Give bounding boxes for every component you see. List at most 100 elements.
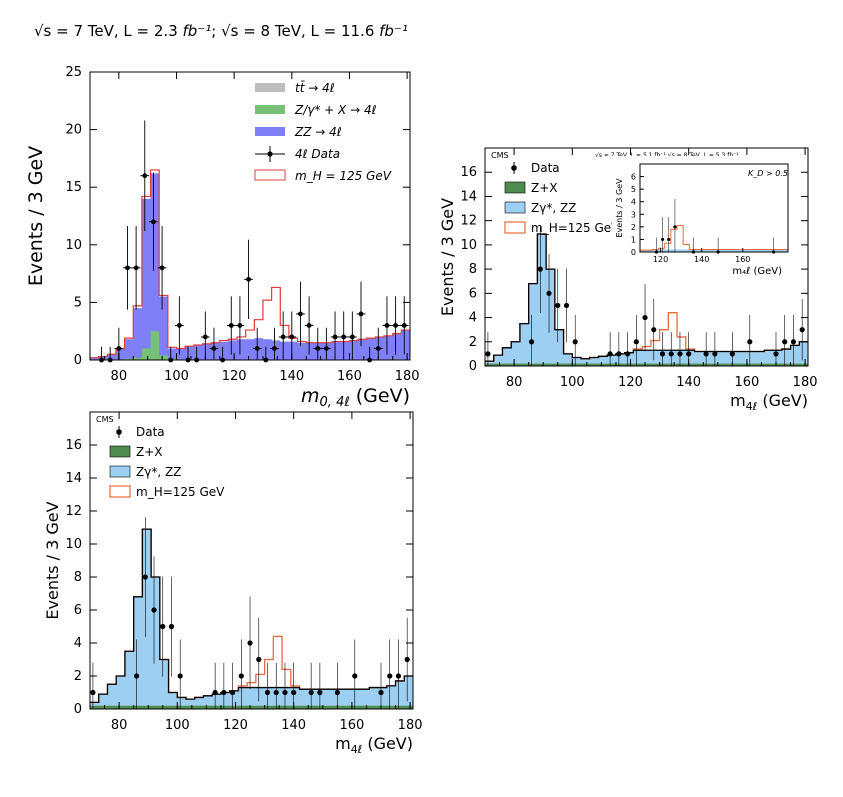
top-left-data-point (237, 323, 243, 328)
top-left-y-axis-label: Events / 3 GeV (25, 146, 47, 286)
inset-frame (639, 163, 789, 253)
bottom-left-y-tick-label: 4 (74, 636, 82, 651)
top-left-data-point (323, 346, 329, 351)
top-right-zz-outline (485, 233, 808, 362)
inset-data-point (667, 237, 671, 242)
top-right-y-axis-label: Events / 3 GeV (438, 198, 457, 316)
top-left-data-point (246, 276, 251, 282)
top-right-data-point (642, 314, 648, 321)
bottom-left-data-point (142, 574, 148, 580)
top-left-data-point (151, 219, 156, 225)
run-7tev: = 7 TeV, L = 2.3 (51, 22, 183, 40)
bottom-left-legend-signal-swatch (109, 485, 131, 498)
top-left-data-point (332, 334, 338, 340)
top-left-signal-histogram (90, 169, 410, 359)
top-right-zx-histogram (485, 363, 808, 366)
top-left-data-point (289, 334, 295, 340)
top-left-x-tick-label: 80 (111, 369, 128, 384)
top-right-data-point (790, 339, 797, 345)
bottom-left-x-tick-label: 120 (223, 718, 248, 733)
top-right-data-point (677, 351, 683, 357)
top-left-data-point (401, 323, 407, 328)
bottom-left-data-point (404, 656, 410, 663)
sqrt-s-8: √s (221, 22, 239, 40)
bottom-left-data-point (387, 673, 393, 679)
top-left-legend-ttbar-swatch (255, 83, 285, 92)
top-right-data-point (546, 290, 552, 296)
bottom-left-data-point (160, 623, 166, 630)
bottom-left-y-tick-label: 12 (65, 504, 82, 519)
bottom-left-data-point (229, 689, 236, 696)
inset-data-point (673, 225, 677, 229)
bottom-left-data-point (291, 689, 297, 696)
top-right-legend-data: Data (531, 161, 560, 175)
run-8tev: = 8 TeV, L = 11.6 (238, 22, 380, 40)
top-right-data-point (659, 351, 666, 357)
bottom-left-data-point (221, 689, 227, 696)
sqrt-s-7: √s (34, 22, 52, 40)
top-left-data-point (159, 265, 165, 271)
bottom-left-x-tick-label: 140 (281, 718, 306, 733)
bottom-left-data-point (177, 673, 183, 679)
bottom-left-y-tick-label: 0 (74, 702, 82, 717)
top-left-data-point (133, 265, 139, 271)
top-right-legend-zz: Zγ*, ZZ (531, 201, 576, 215)
top-right-x-tick-label: 100 (560, 375, 585, 390)
top-left-x-label-m: m (301, 385, 320, 407)
top-right-data-point (485, 351, 491, 357)
top-right-data-point (572, 339, 578, 345)
bottom-left-x-axis-label: m4ℓ (GeV) (335, 734, 413, 756)
top-right-legend-data-marker (511, 165, 517, 171)
top-left-data-point (393, 323, 398, 328)
chart-bottom-left: 80 100 120 140 160 180 0 2 4 6 8 10 12 14 16 CMS m4ℓ (Ge… (43, 411, 423, 756)
top-left-zx-bar (159, 355, 168, 360)
top-right-plot-frame (484, 147, 809, 367)
top-right-data-point (703, 351, 709, 357)
inset-signal-histogram (640, 225, 788, 251)
top-left-x-tick-label: 140 (279, 369, 304, 384)
inset-x-tick-label: 160 (735, 255, 750, 264)
bottom-left-y-tick-label: 2 (74, 669, 82, 684)
top-left-data-point (306, 323, 312, 328)
top-left-data-point (298, 311, 303, 317)
bottom-left-x-label-m: m (335, 734, 351, 753)
top-left-legend-data: 4ℓ Data (295, 147, 340, 161)
bottom-left-data-point (168, 623, 175, 630)
top-right-y-tick-label: 0 (469, 359, 477, 374)
top-left-data-point (341, 334, 347, 340)
inset-y-axis-label: Events / 3 GeV (615, 178, 624, 238)
top-left-data-point (228, 323, 234, 328)
top-left-x-tick-label: 160 (337, 369, 362, 384)
bottom-left-plot-frame (89, 411, 414, 710)
bottom-left-x-tick-label: 180 (398, 718, 423, 733)
top-right-y-tick-label: 10 (460, 238, 477, 253)
top-right-data-point (563, 302, 570, 309)
bottom-left-y-tick-label: 16 (65, 438, 82, 453)
top-left-data-point (125, 265, 130, 271)
top-right-data-point (799, 327, 805, 333)
top-left-x-tick-label: 120 (222, 369, 247, 384)
title-separator: ; (211, 22, 222, 40)
inset-background (612, 156, 796, 284)
top-right-x-label-sub: 4ℓ (746, 400, 758, 413)
top-right-x-label-unit: (GeV) (757, 391, 808, 410)
bottom-left-data-point (90, 689, 96, 696)
top-left-data-point (211, 346, 217, 351)
bottom-left-y-tick-label: 8 (74, 570, 82, 585)
bottom-left-legend-signal: m_H=125 GeV (136, 485, 225, 499)
inset-x-axis-label: m₄ℓ (GeV) (732, 266, 782, 277)
bottom-left-x-label-unit: (GeV) (362, 734, 413, 753)
bottom-left-legend-zx: Z+X (136, 445, 163, 459)
top-right-x-tick-label: 160 (734, 375, 759, 390)
bottom-left-legend-zz: Zγ*, ZZ (136, 465, 181, 479)
top-right-data-point (782, 339, 788, 345)
inset-x-tick-label: 120 (653, 255, 668, 264)
bottom-left-y-tick-label: 14 (65, 471, 82, 486)
bottom-left-y-tick-label: 10 (65, 537, 82, 552)
top-left-y-tick-label: 10 (65, 238, 82, 253)
top-right-y-tick-label: 16 (460, 165, 477, 180)
inset-kd-label: K_D > 0.5 (748, 169, 788, 178)
top-left-zx-bar (124, 358, 134, 360)
top-right-data-point (616, 351, 622, 357)
bottom-left-x-tick-label: 80 (111, 718, 128, 733)
